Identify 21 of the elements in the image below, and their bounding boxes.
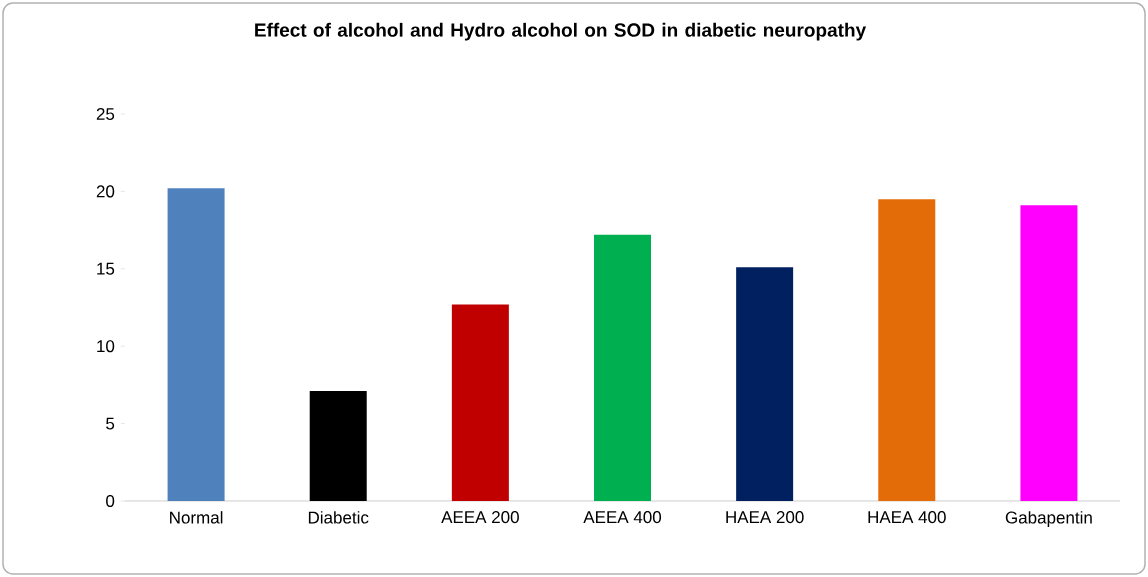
x-tick-label: Diabetic — [308, 511, 369, 524]
x-tick-label: HAEA 400 — [868, 511, 946, 524]
bar — [594, 234, 651, 501]
chart-title: Effect of alcohol and Hydro alcohol on SOD in diabetic neuropathy — [255, 22, 867, 41]
bar — [878, 199, 936, 501]
x-tick-label: Normal — [170, 511, 223, 524]
y-tick-label: 0 — [106, 494, 115, 508]
x-tick-label: Gabapentin — [1005, 511, 1092, 527]
bar — [451, 304, 509, 501]
y-tick-label: 20 — [96, 185, 115, 198]
x-tick-label: HAEA 200 — [726, 511, 804, 524]
bar — [736, 267, 794, 501]
x-tick-label: AEEA 200 — [441, 511, 519, 524]
x-tick-label: AEEA 400 — [583, 511, 662, 524]
bar — [167, 188, 225, 501]
y-tick-label: 10 — [97, 340, 115, 353]
bar — [309, 391, 367, 501]
y-tick-label: 5 — [106, 417, 115, 430]
bar — [1020, 205, 1078, 501]
y-tick-label: 15 — [97, 262, 115, 275]
y-tick-label: 25 — [96, 107, 115, 121]
